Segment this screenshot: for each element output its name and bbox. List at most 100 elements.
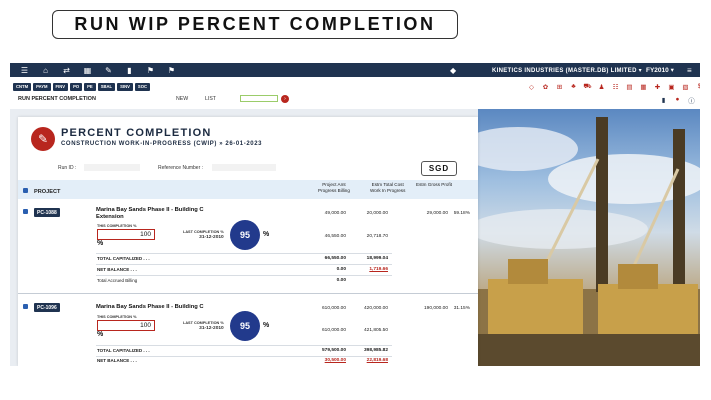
truck-icon[interactable]: ⛟	[583, 83, 592, 90]
project-name: Marina Bay Sands Phase II - Building C E…	[96, 207, 204, 221]
project-name: Marina Bay Sands Phase II - Building C	[96, 304, 204, 310]
this-completion-input[interactable]: 100	[97, 320, 155, 331]
net-balance-cost: 22,819.68	[366, 358, 388, 363]
estm-cost-header-line2: Work In Progress	[370, 188, 406, 193]
construction-photo	[478, 109, 700, 366]
fiscal-year-selector[interactable]: FY2010 ▾	[646, 67, 674, 74]
last-completion-label: LAST COMPLETION % 31-12-2010	[183, 230, 224, 240]
percent-sign: %	[97, 240, 104, 247]
construction-photo-illustration	[478, 117, 700, 366]
company-selector[interactable]: KINETICS INDUSTRIES (MASTER.DB) LIMITED …	[492, 67, 642, 74]
module-bar: CNTM PAYM FINV PO PE SBAL SINV SOC	[10, 82, 700, 91]
project-code-tag[interactable]: PC-1096	[34, 303, 60, 312]
list-icon[interactable]: ☷	[612, 83, 619, 91]
toolbar-icons: ◇ ✿ ⊞ ♣ ⛟ ♟ ☷ ▤ ▦ ✚ ▣ ▧ $ ☺ ⚲	[526, 82, 700, 91]
home-icon[interactable]: ⌂	[43, 65, 48, 75]
slide-title: RUN WIP PERCENT COMPLETION	[52, 10, 458, 39]
project-amt: 610,000.00	[321, 306, 346, 311]
accrued-billing-amt: 0.00	[336, 278, 346, 283]
percent-completion-panel: ✎ PERCENT COMPLETION CONSTRUCTION WORK-I…	[18, 117, 478, 366]
pin-icon[interactable]: ●	[675, 96, 680, 103]
flag-icon[interactable]: ⚑	[167, 65, 176, 75]
gift-icon[interactable]: ✚	[654, 83, 661, 91]
module-button-soc[interactable]: SOC	[134, 82, 150, 91]
diamond-icon[interactable]: ◇	[529, 83, 534, 91]
tag-icon[interactable]: ◆	[450, 65, 457, 75]
panel-title: PERCENT COMPLETION	[61, 127, 212, 139]
currency-badge[interactable]: SGD	[421, 161, 457, 176]
page-title: RUN PERCENT COMPLETION	[18, 96, 96, 102]
last-completion-circle: 95	[230, 220, 260, 250]
total-capitalized-label: TOTAL CAPITALIZED . . .	[97, 348, 150, 353]
image-icon[interactable]: ▧	[682, 83, 689, 91]
list-link[interactable]: LIST	[205, 96, 216, 102]
estm-cost-header: Estm Total Cost Work In Progress	[370, 182, 405, 194]
module-button-po[interactable]: PO	[70, 82, 83, 91]
divider	[96, 253, 392, 254]
module-button-finv[interactable]: FINV	[52, 82, 69, 91]
divider	[96, 356, 392, 357]
project-column-header: PROJECT	[34, 189, 61, 195]
module-button-cntm[interactable]: CNTM	[13, 82, 32, 91]
chart-icon[interactable]: ▤	[626, 83, 633, 91]
swap-icon[interactable]: ⇄	[63, 65, 70, 75]
this-completion-input[interactable]: 100	[97, 229, 155, 240]
profit-percent: 59.18%	[453, 211, 470, 216]
net-balance-amt: 30,500.00	[324, 358, 346, 363]
project-checkbox[interactable]	[23, 209, 28, 214]
bookmark-icon[interactable]: ▮	[661, 96, 666, 104]
project-checkbox[interactable]	[23, 304, 28, 309]
last-completion-date: 31-12-2010	[199, 235, 224, 240]
menu-icon[interactable]: ☰	[20, 65, 29, 75]
last-completion-label-text: LAST COMPLETION %	[183, 321, 224, 325]
hierarchy-icon[interactable]: ♣	[571, 83, 576, 90]
total-capitalized-amt: 579,500.00	[321, 348, 346, 353]
total-capitalized-cost: 18,999.04	[366, 256, 388, 261]
gross-profit-header: Estm Gross Profit	[416, 182, 452, 187]
module-button-sinv[interactable]: SINV	[117, 82, 133, 91]
last-completion-label-text: LAST COMPLETION %	[183, 230, 224, 234]
edit-icon: ✎	[31, 127, 55, 151]
spreadsheet-icon[interactable]: ▣	[668, 83, 675, 91]
panel-subtitle: CONSTRUCTION WORK-IN-PROGRESS (CWIP) » 2…	[61, 141, 263, 147]
net-balance-amt: 0.00	[336, 267, 346, 272]
net-balance-label: NET BALANCE . . .	[97, 358, 137, 363]
module-button-sbal[interactable]: SBAL	[97, 82, 116, 91]
edit-icon[interactable]: ✎	[105, 65, 112, 75]
dollar-icon[interactable]: $	[697, 83, 700, 90]
info-icon[interactable]: ⓘ	[688, 97, 695, 105]
project-amt-header-line2: Progress Billing	[318, 188, 350, 193]
palette-icon[interactable]: ✿	[542, 83, 549, 91]
gross-profit: 29,000.00	[426, 211, 448, 216]
new-link[interactable]: NEW	[176, 96, 189, 102]
page-action-icons: ▮ ● ⓘ	[658, 95, 697, 105]
module-button-paym[interactable]: PAYM	[33, 82, 51, 91]
app-window: ☰ ⌂ ⇄ ▦ ✎ ▮ ⚑ ⚑ ◆ KINETICS INDUSTRIES (M…	[10, 63, 700, 366]
divider	[96, 275, 392, 276]
project-amt-header-line1: Project Amt	[322, 182, 346, 187]
flag-icon[interactable]: ⚑	[146, 65, 155, 75]
reference-number-input[interactable]	[212, 164, 276, 171]
total-capitalized-cost: 398,985.82	[363, 348, 388, 353]
map-icon[interactable]: ▦	[83, 65, 92, 75]
this-completion-label: THIS COMPLETION %	[97, 315, 137, 319]
module-button-pe[interactable]: PE	[84, 82, 96, 91]
basket-icon[interactable]: ⊞	[556, 83, 563, 91]
select-all-checkbox[interactable]	[23, 188, 28, 193]
menu-icon[interactable]: ≡	[687, 65, 692, 75]
grid-icon[interactable]: ▦	[640, 83, 647, 91]
bookmark-icon[interactable]: ▮	[127, 65, 132, 75]
estm-cost: 420,000.00	[363, 306, 388, 311]
table-header	[18, 180, 478, 199]
go-button[interactable]: ›	[281, 95, 289, 103]
project-code-tag[interactable]: PC-1088	[34, 208, 60, 217]
users-icon[interactable]: ♟	[598, 83, 605, 91]
project-amt-header: Project Amt Progress Billing	[318, 182, 350, 194]
run-id-input[interactable]	[84, 164, 140, 171]
total-capitalized-amt: 66,550.00	[324, 256, 346, 261]
last-completion-circle: 95	[230, 311, 260, 341]
run-id-label: Run ID :	[58, 165, 77, 171]
net-balance-label: NET BALANCE . . .	[97, 267, 137, 272]
search-input[interactable]	[240, 95, 278, 102]
